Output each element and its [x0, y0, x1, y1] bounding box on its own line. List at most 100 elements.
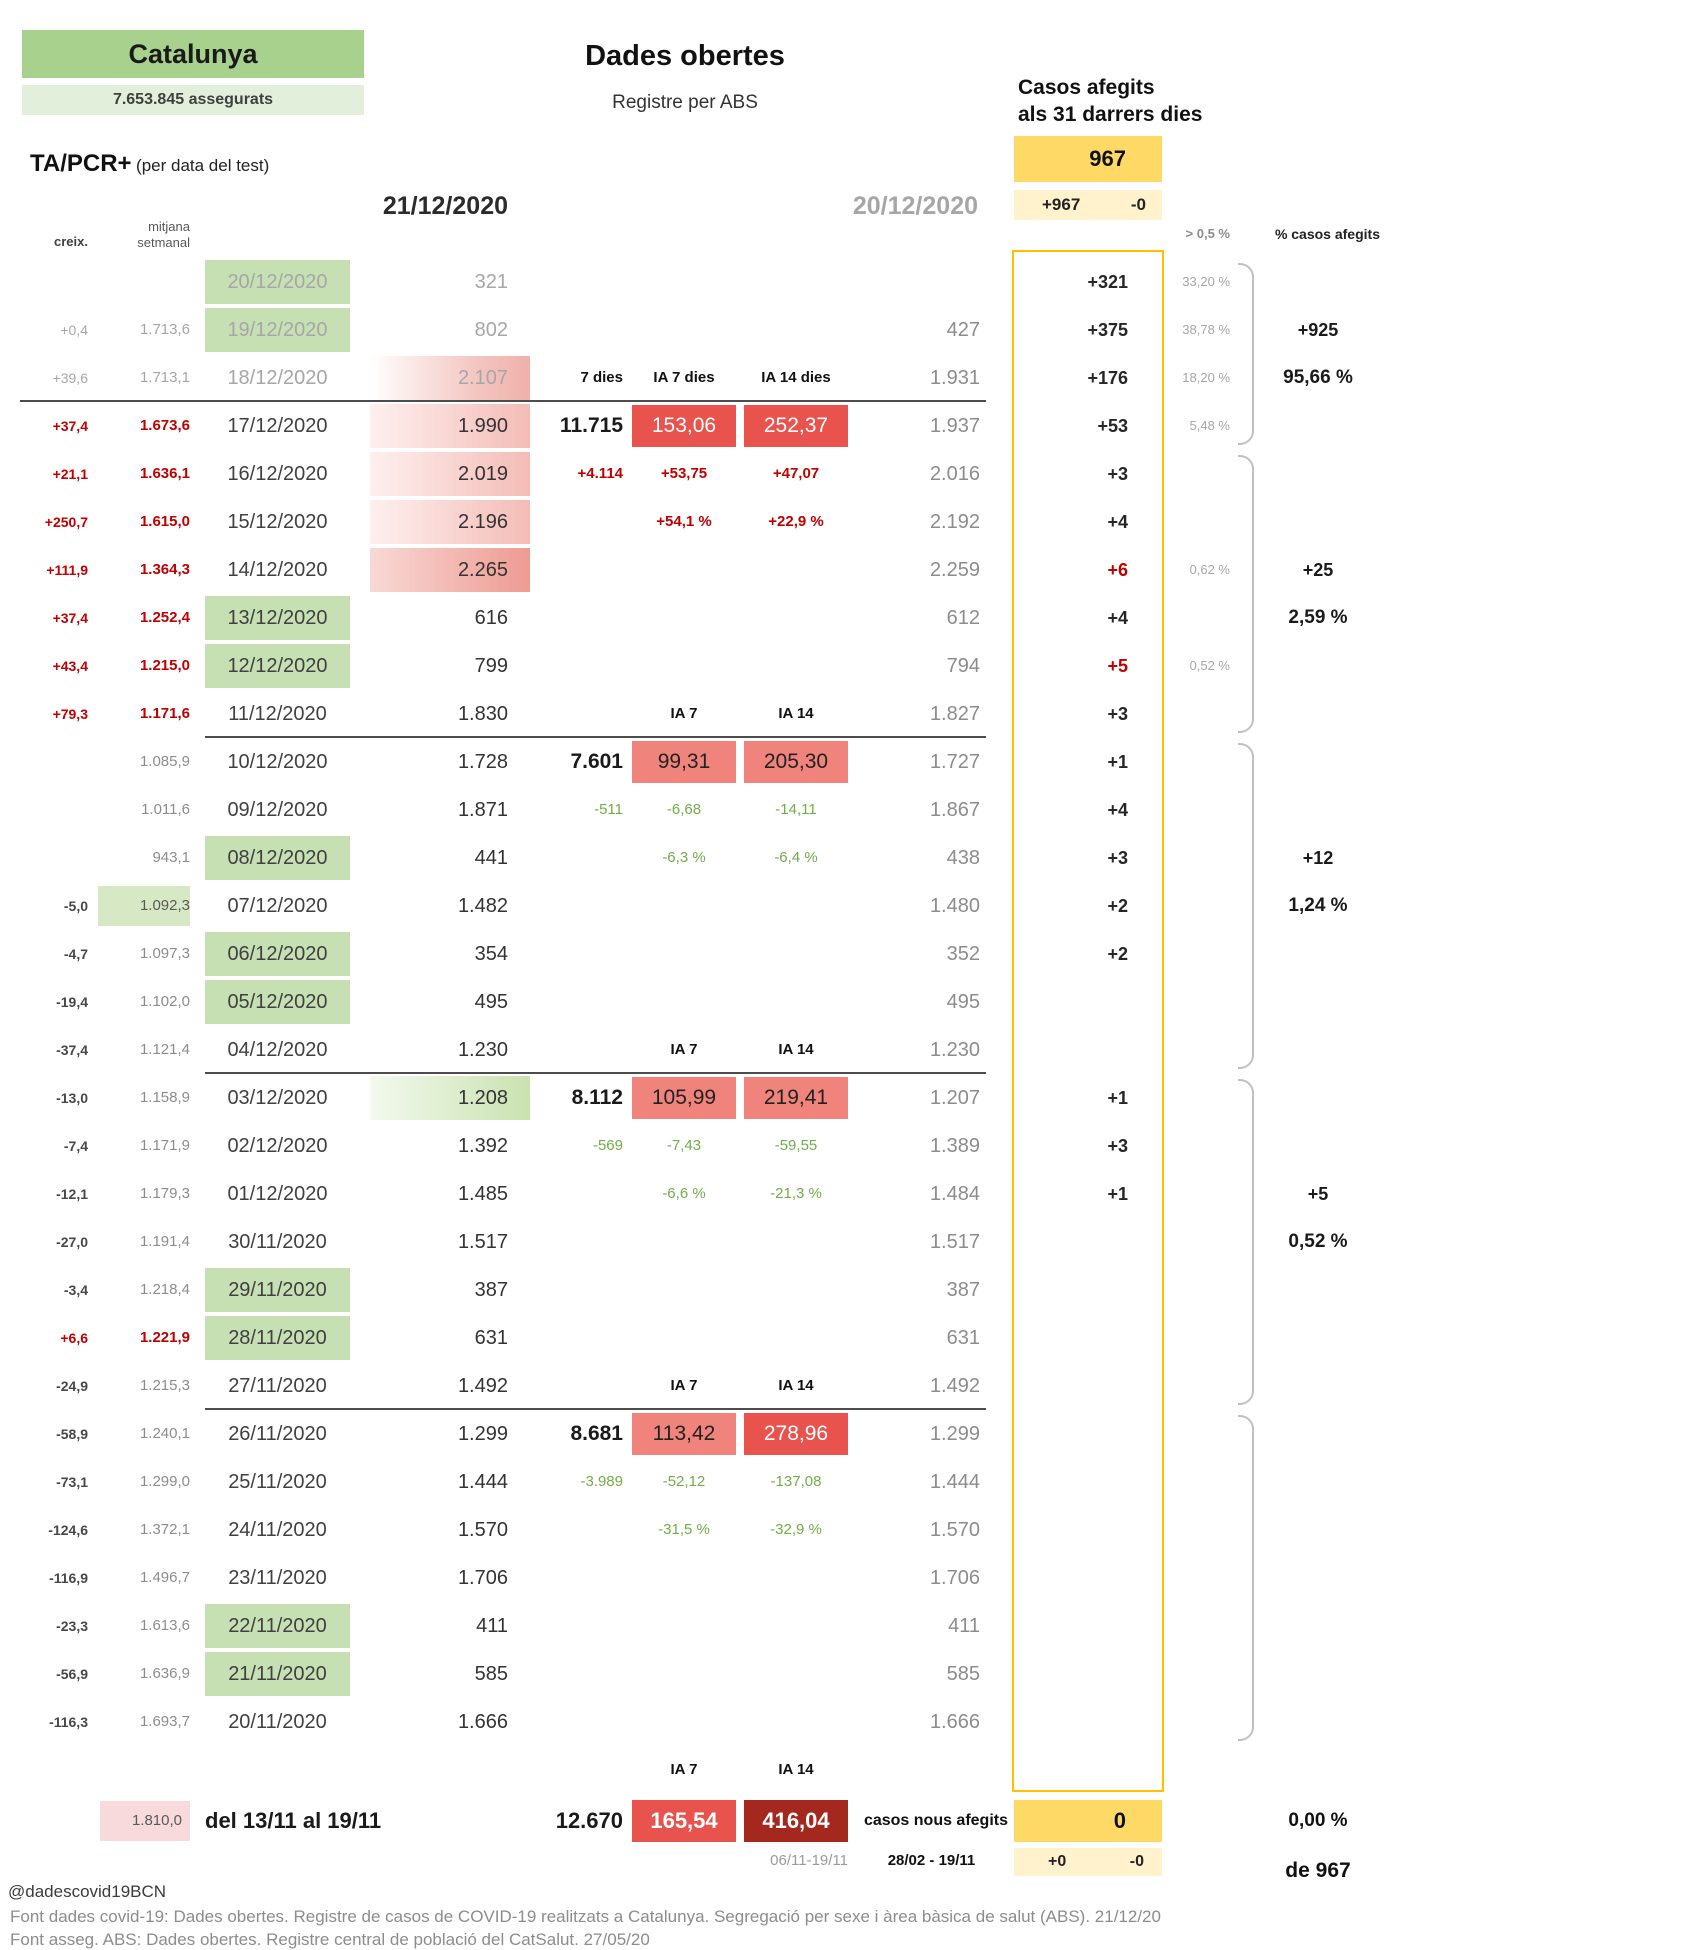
growth-value: -12,1: [56, 1186, 88, 1202]
added-pct-value: 5,48 %: [1189, 418, 1230, 433]
ia14-value: -14,11: [775, 801, 817, 818]
cases-current-value: 616: [474, 607, 508, 629]
cases-previous-value: 1.484: [929, 1183, 980, 1205]
growth-value: -116,3: [49, 1714, 88, 1730]
new-cases-plus: +0: [1048, 1853, 1067, 1870]
cases-previous-value: 585: [946, 1663, 980, 1685]
date-cell: 12/12/2020: [205, 644, 350, 688]
cases-current-value: 1.570: [457, 1519, 508, 1541]
cases-current-value: 2.265: [370, 548, 530, 592]
added-cases-value: +3: [1107, 848, 1128, 868]
date-cell: 13/12/2020: [205, 596, 350, 640]
ia7-value: +54,1 %: [656, 513, 712, 530]
ia7-total-label: IA 7: [670, 1761, 698, 1778]
ia14-total-label: IA 14: [778, 1761, 814, 1778]
table-row: 1.085,9 10/12/2020 1.728 7.601 99,31 205,30 1.…: [0, 738, 1706, 786]
growth-value: -3,4: [63, 1282, 88, 1298]
added-cases-value: +1: [1107, 1088, 1128, 1108]
date-cell: 22/11/2020: [205, 1604, 350, 1648]
ia7-value: -6,68: [666, 801, 702, 818]
table-row: -56,9 1.636,9 21/11/2020 585 585: [0, 1650, 1706, 1698]
table-row: -124,6 1.372,1 24/11/2020 1.570 -31,5 % -32,9…: [0, 1506, 1706, 1554]
cases-added-title: Casos afegits als 31 darrers dies: [1018, 74, 1202, 128]
date-cell: 07/12/2020: [227, 895, 328, 917]
weekly-average-value: 1.179,3: [139, 1185, 190, 1202]
table-row: -19,4 1.102,0 05/12/2020 495 495: [0, 978, 1706, 1026]
cases-current-value: 802: [474, 319, 508, 341]
new-cases-delta-strip: +0 -0: [1014, 1848, 1162, 1876]
added-cases-value: +4: [1107, 512, 1128, 532]
page-title: Dades obertes: [585, 40, 785, 72]
ia-baseline-range: 06/11-19/11: [770, 1852, 848, 1869]
baseline-week-range: del 13/11 al 19/11: [205, 1808, 382, 1833]
cases-previous-value: 2.259: [929, 559, 980, 581]
pct-cases-column-label: % casos afegits: [1274, 226, 1380, 242]
new-cases-added-label: casos nous afegits: [863, 1812, 1008, 1829]
ia7-value: +53,75: [660, 465, 708, 482]
weekly-average-value: 1.615,0: [139, 513, 190, 530]
weekly-average-value: 1.252,4: [139, 609, 190, 626]
new-cases-of-total: de 967: [1285, 1859, 1351, 1882]
growth-value: +0,4: [60, 322, 88, 338]
weekly-average-value: 1.011,6: [141, 801, 190, 818]
date-cell: 03/12/2020: [227, 1087, 328, 1109]
baseline-week-average: 1.810,0: [100, 1801, 190, 1841]
ia14-value: 205,30: [744, 741, 848, 783]
table-row: -24,9 1.215,3 27/11/2020 1.492 IA 7 IA 14 1.49…: [0, 1362, 1706, 1410]
ia14-value: -59,55: [774, 1137, 818, 1154]
cases-previous-value: 1.389: [929, 1135, 980, 1157]
growth-value: +250,7: [44, 514, 88, 530]
table-row: -116,9 1.496,7 23/11/2020 1.706 1.706: [0, 1554, 1706, 1602]
date-cell: 06/12/2020: [205, 932, 350, 976]
cases-current-value: 1.208: [370, 1076, 530, 1120]
growth-value: -73,1: [56, 1474, 88, 1490]
growth-value: -124,6: [48, 1522, 88, 1538]
new-cases-minus: -0: [1129, 1853, 1144, 1870]
ia14-value: IA 14: [778, 705, 814, 722]
cases-previous-value: 1.570: [929, 1519, 980, 1541]
twitter-handle: @dadescovid19BCN: [8, 1882, 167, 1901]
column-header-current-date: 21/12/2020: [382, 192, 508, 220]
growth-value: +43,4: [52, 658, 88, 674]
table-row: -5,0 1.092,3 07/12/2020 1.482 1.480 +2: [0, 882, 1706, 930]
date-cell: 30/11/2020: [228, 1231, 327, 1253]
table-row: 943,1 08/12/2020 441 -6,3 % -6,4 % 438 +3: [0, 834, 1706, 882]
ia14-value: IA 14 dies: [761, 369, 831, 386]
cases-previous-value: 411: [948, 1615, 980, 1637]
added-cases-value: +4: [1107, 608, 1128, 628]
growth-value: +21,1: [52, 466, 88, 482]
ia14-value: 252,37: [744, 405, 848, 447]
cases-current-value: 2.019: [370, 452, 530, 496]
region-title: Catalunya: [22, 30, 364, 78]
table-row: +39,6 1.713,1 18/12/2020 2.107 7 dies IA 7 di…: [0, 354, 1706, 402]
date-cell: 24/11/2020: [228, 1519, 327, 1541]
growth-value: +37,4: [52, 610, 88, 626]
table-row: +6,6 1.221,9 28/11/2020 631 631: [0, 1314, 1706, 1362]
growth-value: -5,0: [63, 898, 88, 914]
ia14-value: -21,3 %: [770, 1185, 822, 1202]
growth-value: -37,4: [56, 1042, 88, 1058]
date-cell: 19/12/2020: [205, 308, 350, 352]
cases-added-delta-strip: +967 -0: [1014, 190, 1162, 220]
table-row: +250,7 1.615,0 15/12/2020 2.196 +54,1 % +22,9…: [0, 498, 1706, 546]
cases-previous-value: 438: [946, 847, 980, 869]
cases-previous-value: 1.931: [929, 367, 980, 389]
ia7-value: IA 7: [670, 1041, 698, 1058]
new-cases-range: 28/02 - 19/11: [887, 1852, 976, 1869]
ia7-value: -31,5 %: [658, 1521, 710, 1538]
cases-current-value: 1.482: [457, 895, 508, 917]
seven-day-aggregate: 7.601: [570, 750, 623, 773]
cases-previous-value: 1.480: [929, 895, 980, 917]
weekly-average-value: 1.496,7: [139, 1569, 190, 1586]
cases-current-value: 1.299: [457, 1423, 508, 1445]
date-cell: 20/11/2020: [228, 1711, 327, 1733]
added-pct-value: 0,62 %: [1189, 562, 1230, 577]
ia14-value: -137,08: [770, 1473, 822, 1490]
growth-value: -7,4: [63, 1138, 88, 1154]
ia7-value: 113,42: [632, 1413, 736, 1455]
seven-day-aggregate: 8.681: [570, 1422, 623, 1445]
cases-added-title-line2: als 31 darrers dies: [1018, 103, 1203, 126]
test-type-suffix: (per data del test): [136, 156, 270, 175]
weekly-average-column-label: mitjana setmanal: [137, 219, 190, 250]
cases-current-value: 354: [474, 943, 508, 965]
